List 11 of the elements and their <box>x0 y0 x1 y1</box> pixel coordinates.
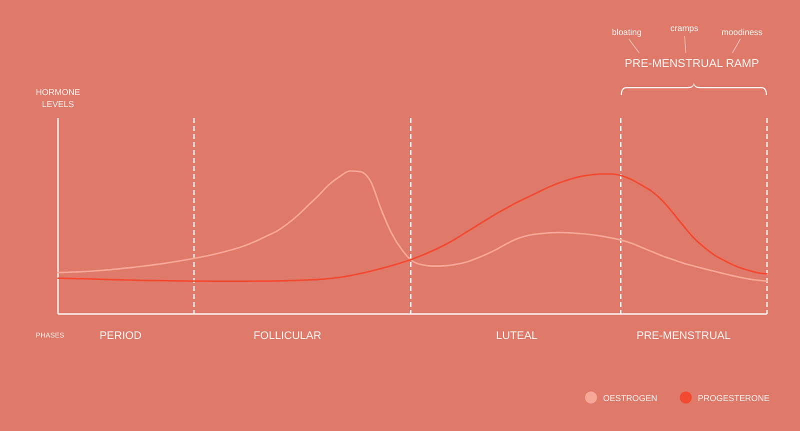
text: HORMONE LEVELS <box>36 87 81 109</box>
legend-label: OESTROGEN <box>603 393 658 403</box>
text: cramps <box>670 23 698 33</box>
text: PRE-MENSTRUAL RAMP <box>624 58 760 70</box>
x-tick-label: LUTEAL <box>496 330 538 342</box>
text: moodiness <box>721 27 763 37</box>
legend-label: PROGESTERONE <box>698 393 770 403</box>
text: bloating <box>612 27 642 37</box>
x-tick-label: FOLLICULAR <box>253 330 322 342</box>
x-tick-label: PERIOD <box>99 330 142 342</box>
x-tick-label: PRE-MENSTRUAL <box>636 330 731 342</box>
